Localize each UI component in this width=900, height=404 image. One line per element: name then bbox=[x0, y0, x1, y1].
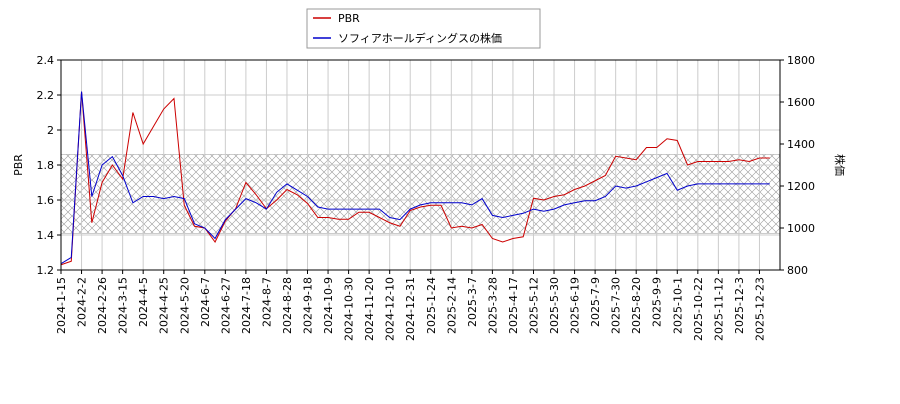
x-tick-label: 2024-5-20 bbox=[178, 277, 191, 334]
x-tick-label: 2025-5-12 bbox=[527, 277, 540, 334]
x-tick-label: 2025-10-1 bbox=[671, 277, 684, 334]
x-tick-label: 2024-12-31 bbox=[404, 277, 417, 341]
x-tick-label: 2025-8-20 bbox=[630, 277, 643, 334]
x-tick-label: 2024-7-18 bbox=[240, 277, 253, 334]
x-tick-label: 2025-2-14 bbox=[445, 277, 458, 334]
x-tick-label: 2025-4-17 bbox=[507, 277, 520, 334]
y-tick-label: 1.4 bbox=[37, 229, 55, 242]
x-tick-label: 2025-5-30 bbox=[548, 277, 561, 334]
x-tick-label: 2025-3-7 bbox=[466, 277, 479, 327]
x-tick-label: 2025-12-23 bbox=[753, 277, 766, 341]
legend-box bbox=[306, 8, 541, 49]
x-tick-label: 2024-9-18 bbox=[302, 277, 315, 334]
x-tick-label: 2024-6-27 bbox=[219, 277, 232, 334]
y2-tick-label: 1200 bbox=[787, 180, 815, 193]
x-tick-label: 2024-4-25 bbox=[158, 277, 171, 334]
legend-label: ソフィアホールディングスの株価 bbox=[338, 31, 502, 45]
x-tick-label: 2024-11-20 bbox=[363, 277, 376, 341]
y-tick-label: 1.8 bbox=[37, 159, 55, 172]
x-tick-label: 2024-8-7 bbox=[260, 277, 273, 327]
y-tick-label: 2.4 bbox=[37, 54, 55, 67]
y2-axis-label: 株価 bbox=[833, 154, 847, 176]
x-tick-label: 2024-3-15 bbox=[117, 277, 130, 334]
y-axis-label: PBR bbox=[12, 154, 25, 176]
series-line bbox=[60, 91, 770, 266]
y2-tick-label: 1800 bbox=[787, 54, 815, 67]
x-tick-label: 2025-9-9 bbox=[651, 277, 664, 327]
y2-tick-label: 1400 bbox=[787, 138, 815, 151]
y2-tick-label: 800 bbox=[787, 264, 808, 277]
x-tick-label: 2025-3-28 bbox=[486, 277, 499, 334]
y2-tick-label: 1600 bbox=[787, 96, 815, 109]
x-tick-label: 2025-10-22 bbox=[692, 277, 705, 341]
x-tick-label: 2025-11-12 bbox=[712, 277, 725, 341]
x-tick-label: 2024-12-10 bbox=[384, 277, 397, 341]
x-tick-label: 2024-8-28 bbox=[281, 277, 294, 334]
y-tick-label: 2.2 bbox=[37, 89, 55, 102]
x-tick-label: 2025-1-24 bbox=[425, 277, 438, 334]
x-tick-label: 2025-7-30 bbox=[610, 277, 623, 334]
x-tick-label: 2024-4-5 bbox=[137, 277, 150, 327]
y2-tick-label: 1000 bbox=[787, 222, 815, 235]
y-tick-label: 1.2 bbox=[37, 264, 55, 277]
x-tick-label: 2024-10-9 bbox=[322, 277, 335, 334]
y-tick-label: 1.6 bbox=[37, 194, 55, 207]
range-band bbox=[61, 154, 780, 234]
x-tick-label: 2024-10-30 bbox=[343, 277, 356, 341]
series-line bbox=[60, 91, 770, 265]
x-tick-label: 2024-6-7 bbox=[199, 277, 212, 327]
x-tick-label: 2025-7-9 bbox=[589, 277, 602, 327]
x-tick-label: 2025-6-19 bbox=[569, 277, 582, 334]
x-tick-label: 2025-12-3 bbox=[733, 277, 746, 334]
y-tick-label: 2 bbox=[47, 124, 54, 137]
x-tick-label: 2024-2-26 bbox=[96, 277, 109, 334]
x-tick-label: 2024-1-15 bbox=[55, 277, 68, 334]
x-tick-label: 2024-2-2 bbox=[76, 277, 89, 327]
legend: PBR ソフィアホールディングスの株価 bbox=[306, 8, 541, 49]
legend-label: PBR bbox=[338, 12, 360, 25]
